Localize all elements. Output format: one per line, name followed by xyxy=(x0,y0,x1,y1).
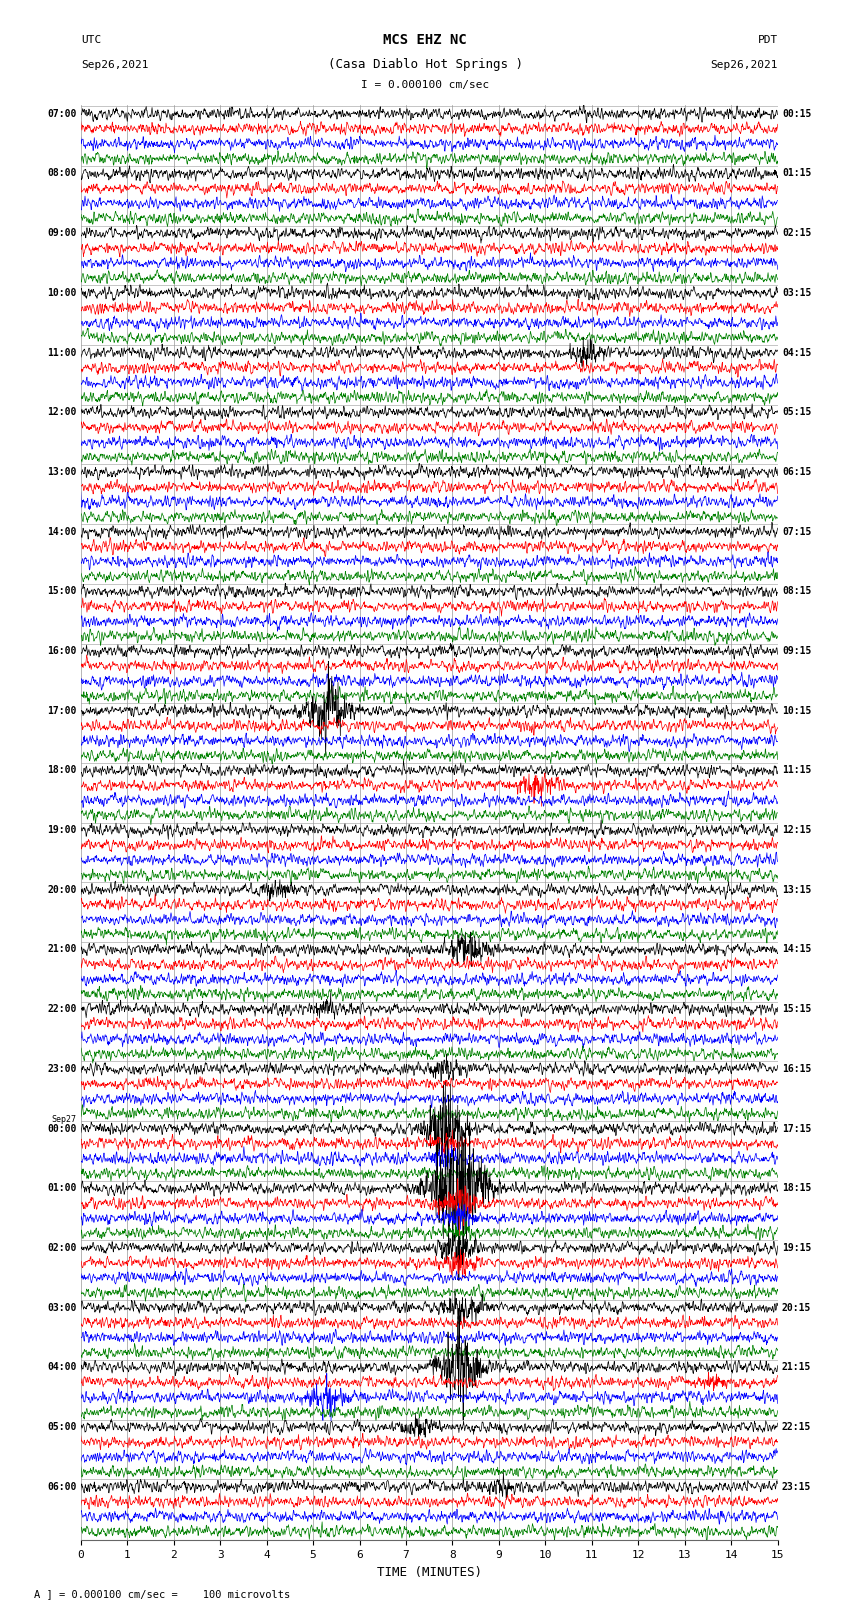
Text: 23:00: 23:00 xyxy=(47,1065,76,1074)
Text: 06:15: 06:15 xyxy=(782,466,812,477)
Text: 10:00: 10:00 xyxy=(47,287,76,298)
Text: 04:15: 04:15 xyxy=(782,347,812,358)
Text: 19:00: 19:00 xyxy=(47,826,76,836)
Text: 01:00: 01:00 xyxy=(47,1184,76,1194)
Text: 05:15: 05:15 xyxy=(782,406,812,418)
Text: 01:15: 01:15 xyxy=(782,168,812,179)
Text: 07:15: 07:15 xyxy=(782,526,812,537)
Text: 09:15: 09:15 xyxy=(782,647,812,656)
Text: 14:00: 14:00 xyxy=(47,526,76,537)
Text: 09:00: 09:00 xyxy=(47,227,76,239)
Text: 18:15: 18:15 xyxy=(782,1184,812,1194)
Text: 19:15: 19:15 xyxy=(782,1244,812,1253)
Text: MCS EHZ NC: MCS EHZ NC xyxy=(383,34,467,47)
Text: 07:00: 07:00 xyxy=(47,108,76,119)
Text: PDT: PDT xyxy=(757,35,778,45)
Text: 15:15: 15:15 xyxy=(782,1005,812,1015)
Text: 16:15: 16:15 xyxy=(782,1065,812,1074)
Text: 21:00: 21:00 xyxy=(47,945,76,955)
Text: Sep27: Sep27 xyxy=(52,1115,76,1124)
Text: 11:00: 11:00 xyxy=(47,347,76,358)
Text: 14:15: 14:15 xyxy=(782,945,812,955)
Text: 08:00: 08:00 xyxy=(47,168,76,179)
Text: 16:00: 16:00 xyxy=(47,647,76,656)
Text: 00:00: 00:00 xyxy=(47,1124,76,1134)
Text: 17:15: 17:15 xyxy=(782,1124,812,1134)
Text: I = 0.000100 cm/sec: I = 0.000100 cm/sec xyxy=(361,81,489,90)
Text: 04:00: 04:00 xyxy=(47,1363,76,1373)
Text: (Casa Diablo Hot Springs ): (Casa Diablo Hot Springs ) xyxy=(327,58,523,71)
X-axis label: TIME (MINUTES): TIME (MINUTES) xyxy=(377,1566,482,1579)
Text: 15:00: 15:00 xyxy=(47,587,76,597)
Text: 05:00: 05:00 xyxy=(47,1423,76,1432)
Text: 12:00: 12:00 xyxy=(47,406,76,418)
Text: 22:15: 22:15 xyxy=(782,1423,812,1432)
Text: UTC: UTC xyxy=(81,35,101,45)
Text: 17:00: 17:00 xyxy=(47,706,76,716)
Text: 02:00: 02:00 xyxy=(47,1244,76,1253)
Text: 08:15: 08:15 xyxy=(782,587,812,597)
Text: 03:15: 03:15 xyxy=(782,287,812,298)
Text: 00:15: 00:15 xyxy=(782,108,812,119)
Text: 20:15: 20:15 xyxy=(782,1303,812,1313)
Text: 02:15: 02:15 xyxy=(782,227,812,239)
Text: 20:00: 20:00 xyxy=(47,886,76,895)
Text: A ] = 0.000100 cm/sec =    100 microvolts: A ] = 0.000100 cm/sec = 100 microvolts xyxy=(34,1589,290,1598)
Text: 13:00: 13:00 xyxy=(47,466,76,477)
Text: 12:15: 12:15 xyxy=(782,826,812,836)
Text: 21:15: 21:15 xyxy=(782,1363,812,1373)
Text: 06:00: 06:00 xyxy=(47,1482,76,1492)
Text: 10:15: 10:15 xyxy=(782,706,812,716)
Text: 18:00: 18:00 xyxy=(47,766,76,776)
Text: 22:00: 22:00 xyxy=(47,1005,76,1015)
Text: Sep26,2021: Sep26,2021 xyxy=(711,60,778,69)
Text: 03:00: 03:00 xyxy=(47,1303,76,1313)
Text: 23:15: 23:15 xyxy=(782,1482,812,1492)
Text: 11:15: 11:15 xyxy=(782,766,812,776)
Text: Sep26,2021: Sep26,2021 xyxy=(81,60,148,69)
Text: 13:15: 13:15 xyxy=(782,886,812,895)
